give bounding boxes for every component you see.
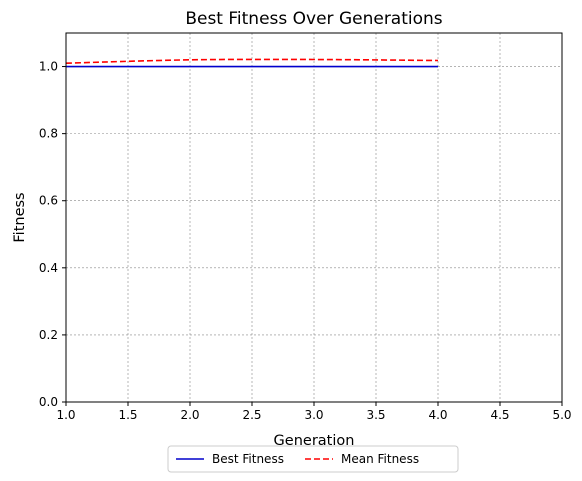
x-tick-label: 1.5 bbox=[118, 408, 137, 422]
y-tick-label: 0.2 bbox=[39, 328, 58, 342]
y-tick-label: 0.6 bbox=[39, 194, 58, 208]
series-lines bbox=[65, 58, 439, 68]
x-tick-label: 3.5 bbox=[366, 408, 385, 422]
axis-ticks: 1.0 1.5 2.0 2.5 3.0 3.5 4.0 4.5 5.0 0.0 0.2 0.4 0.6 0… bbox=[39, 60, 572, 422]
y-tick-label: 1.0 bbox=[39, 60, 58, 74]
grid-lines bbox=[65, 33, 563, 403]
x-tick-label: 1.0 bbox=[56, 408, 75, 422]
y-tick-label: 0.0 bbox=[39, 395, 58, 409]
x-tick-label: 5.0 bbox=[552, 408, 571, 422]
x-tick-label: 4.5 bbox=[490, 408, 509, 422]
legend-label-mean-fitness: Mean Fitness bbox=[341, 452, 419, 466]
y-tick-label: 0.8 bbox=[39, 127, 58, 141]
x-axis-title: Generation bbox=[274, 433, 355, 449]
x-tick-label: 2.0 bbox=[180, 408, 199, 422]
x-tick-label: 4.0 bbox=[428, 408, 447, 422]
legend: Best Fitness Mean Fitness bbox=[167, 445, 459, 473]
legend-box bbox=[167, 445, 459, 473]
x-tick-label: 3.0 bbox=[304, 408, 323, 422]
chart-title: Best Fitness Over Generations bbox=[185, 9, 442, 29]
y-tick-label: 0.4 bbox=[39, 261, 58, 275]
series-line-mean-fitness bbox=[65, 58, 439, 64]
y-axis-title: Fitness bbox=[12, 192, 28, 242]
x-tick-label: 2.5 bbox=[242, 408, 261, 422]
legend-label-best-fitness: Best Fitness bbox=[212, 452, 284, 466]
